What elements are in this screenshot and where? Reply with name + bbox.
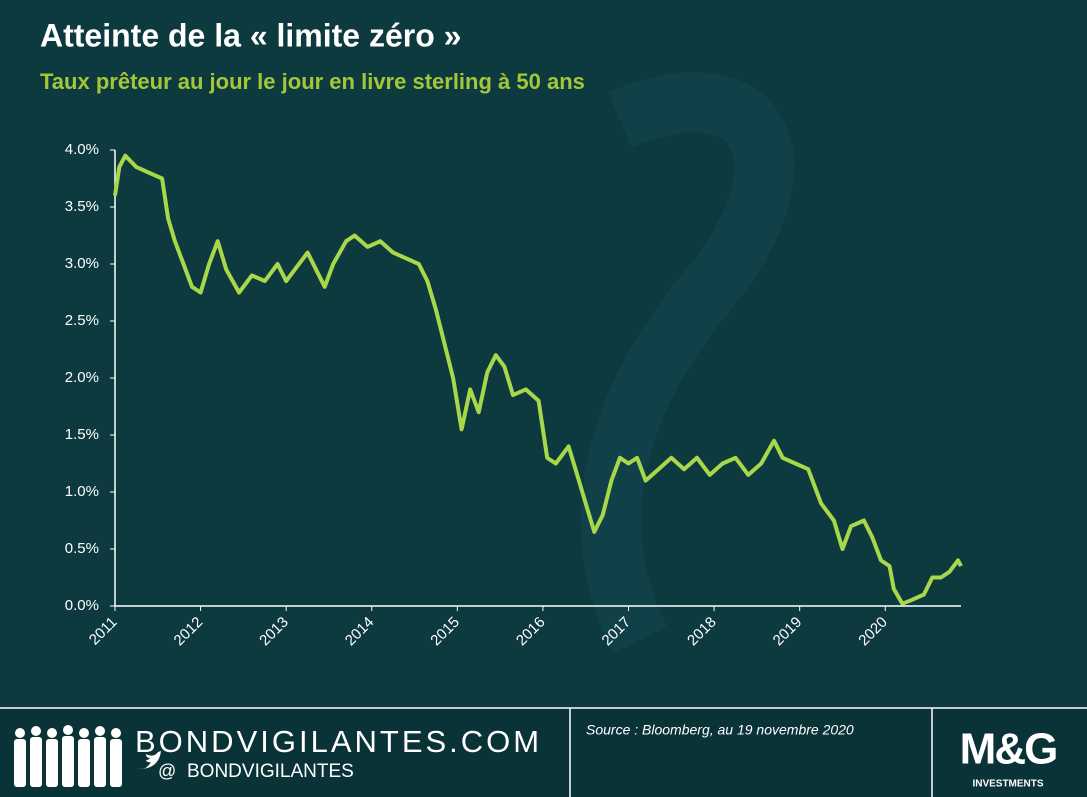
y-tick-label: 2.5% [65,312,99,329]
handle: BONDVIGILANTES [187,761,354,782]
at-sign: @ [158,761,176,781]
line [113,153,963,606]
source: Source : Bloomberg, au 19 novembre 2020 [586,722,854,738]
chart-title: Atteinte de la « limite zéro » [40,17,461,53]
y-tick-label: 1.5% [65,426,99,443]
chart-subtitle: Taux prêteur au jour le jour en livre st… [40,69,585,94]
site: BONDVIGILANTES.COM [135,724,542,759]
y-tick-label: 0.0% [65,597,99,614]
y-tick-label: 0.5% [65,540,99,557]
watermark [581,72,795,654]
y-tick-label: 3.5% [65,198,99,215]
y-tick-label: 2.0% [65,369,99,386]
footer [0,708,1087,797]
y-tick-label: 1.0% [65,483,99,500]
twitter-icon [137,751,161,770]
y-tick-label: 3.0% [65,255,99,272]
logo-sub: INVESTMENTS [972,779,1043,790]
logo: M&G [960,725,1057,774]
silhouettes [14,725,122,787]
y-tick-label: 4.0% [65,141,99,158]
